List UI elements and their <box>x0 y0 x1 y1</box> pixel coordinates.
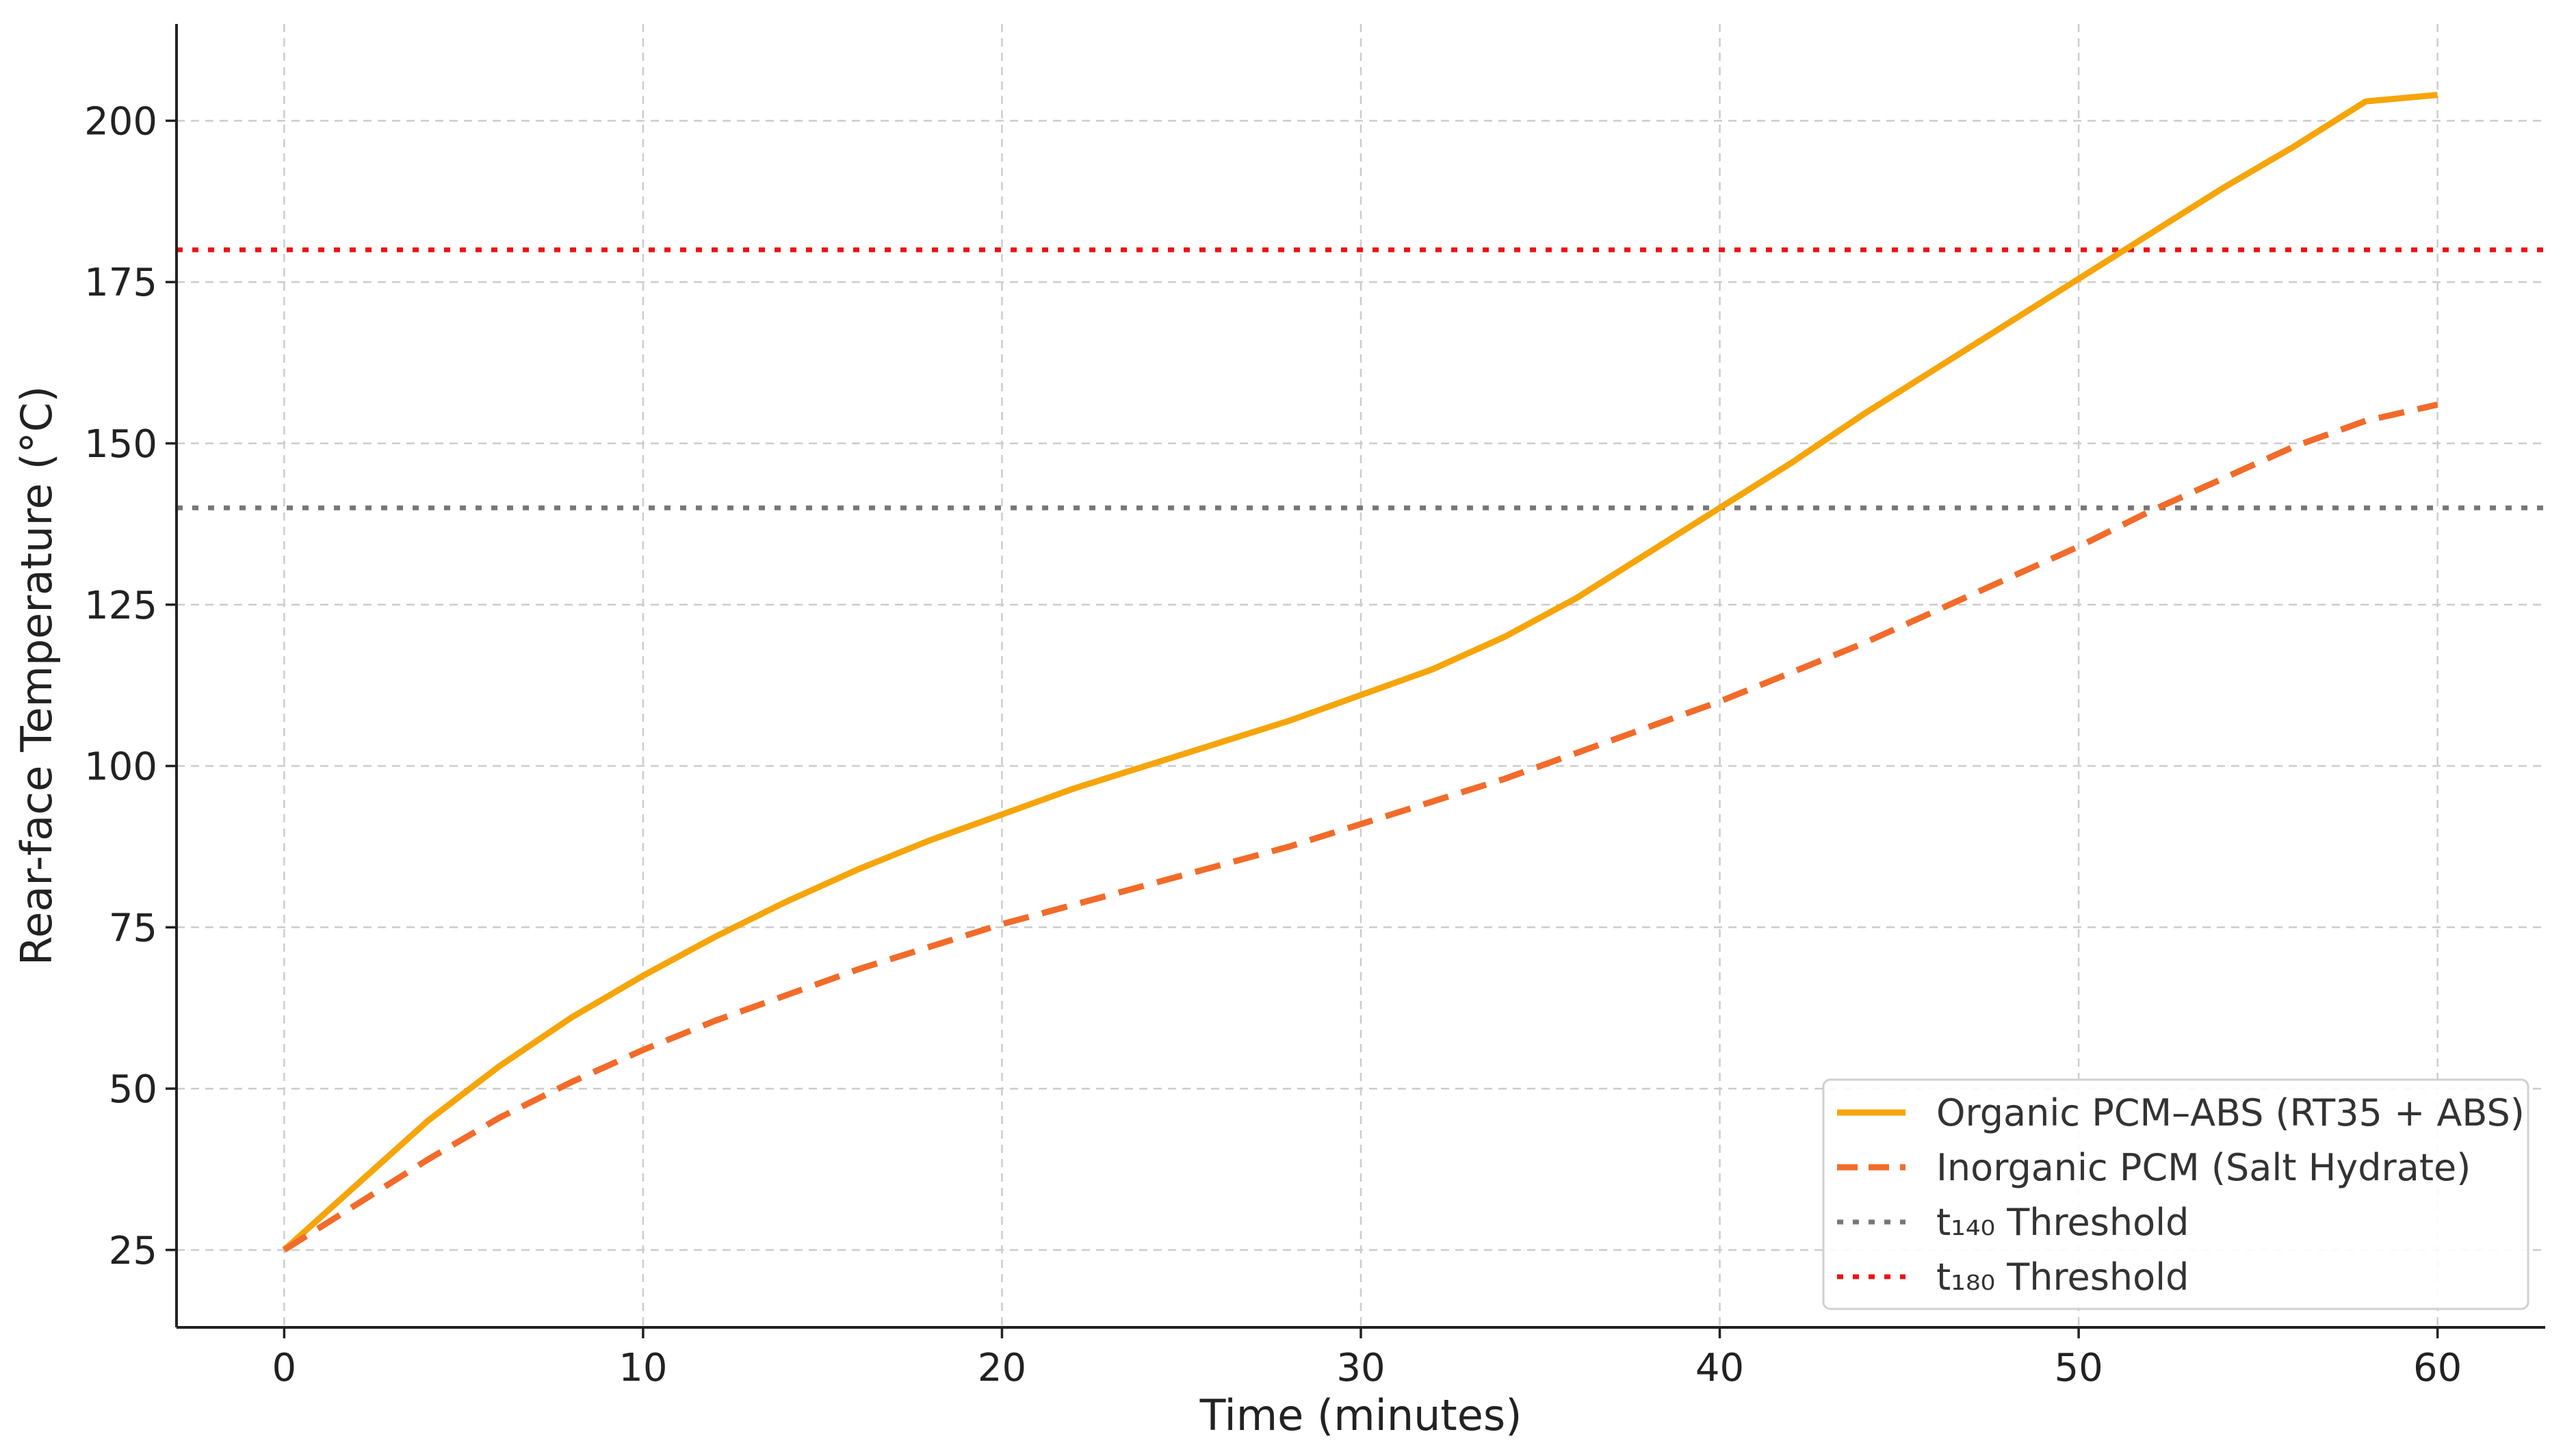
x-tick-label: 40 <box>1695 1346 1744 1390</box>
x-tick-label: 0 <box>272 1346 297 1390</box>
legend-label-t180-threshold: t₁₈₀ Threshold <box>1936 1256 2189 1299</box>
legend: Organic PCM–ABS (RT35 + ABS) Inorganic P… <box>1822 1078 2529 1310</box>
legend-label-t140-threshold: t₁₄₀ Threshold <box>1936 1201 2189 1244</box>
y-tick-label: 125 <box>84 584 157 628</box>
legend-box <box>1822 1078 2529 1310</box>
legend-label-inorganic-pcm: Inorganic PCM (Salt Hydrate) <box>1936 1146 2471 1189</box>
y-tick-label: 25 <box>109 1229 157 1273</box>
y-tick-label: 50 <box>109 1067 157 1112</box>
series-layer <box>282 92 2438 1253</box>
series-organic-pcm-line <box>282 92 2438 1253</box>
ticks-layer: 0 10 20 30 40 50 60 25 50 75 100 125 150 175 200 <box>84 99 2462 1390</box>
x-tick-label: 60 <box>2413 1346 2462 1390</box>
x-tick-label: 20 <box>978 1346 1026 1390</box>
y-tick-label: 175 <box>84 261 157 305</box>
y-tick-label: 200 <box>84 99 157 144</box>
series-inorganic-pcm-line <box>283 402 2438 1253</box>
y-axis-title: Rear-face Temperature (°C) <box>12 386 62 965</box>
threshold-layer <box>177 247 2545 510</box>
y-tick-label: 75 <box>109 906 157 950</box>
legend-label-organic-pcm: Organic PCM–ABS (RT35 + ABS) <box>1936 1091 2525 1134</box>
y-tick-label: 150 <box>84 422 157 467</box>
y-tick-label: 100 <box>84 745 157 790</box>
x-tick-label: 50 <box>2054 1346 2103 1390</box>
x-tick-label: 30 <box>1336 1346 1385 1390</box>
x-axis-title: Time (minutes) <box>1199 1390 1522 1440</box>
x-tick-label: 10 <box>619 1346 667 1390</box>
